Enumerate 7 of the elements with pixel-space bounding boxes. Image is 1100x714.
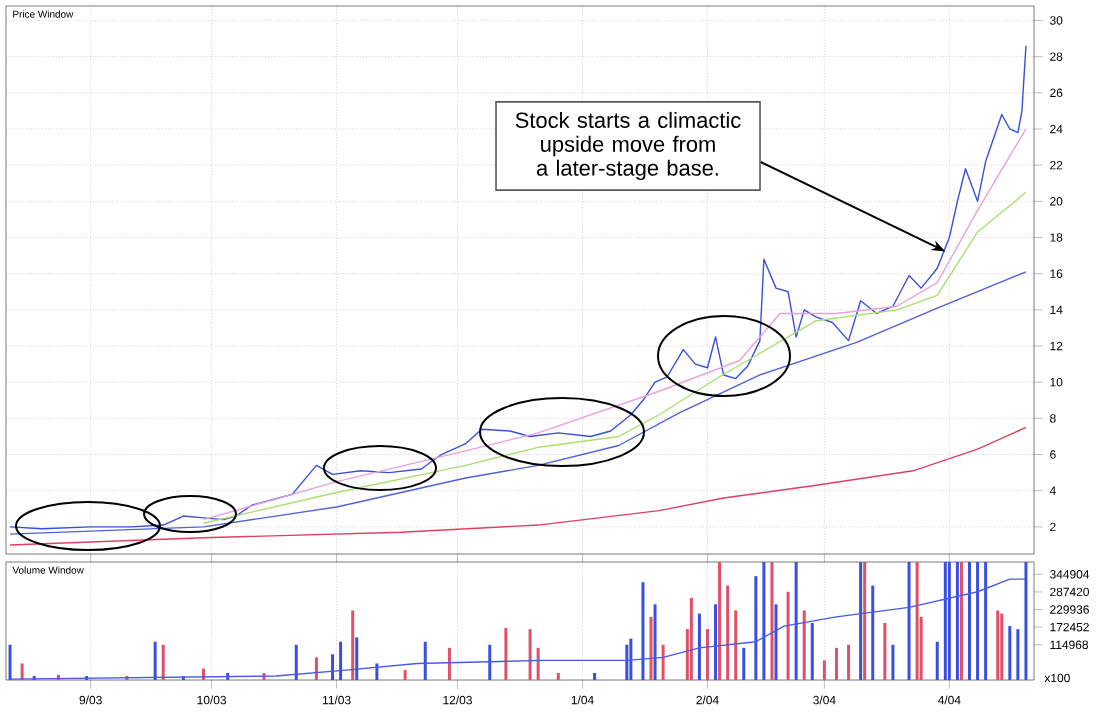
line-series (9, 45, 1027, 530)
line-series (9, 271, 1027, 535)
line-series (9, 578, 1027, 680)
line-series (9, 426, 1027, 546)
line-series (202, 191, 1027, 524)
annotation: Stock starts a climactic upside move from a later-stage base. (515, 111, 741, 181)
line-series (202, 128, 1027, 521)
